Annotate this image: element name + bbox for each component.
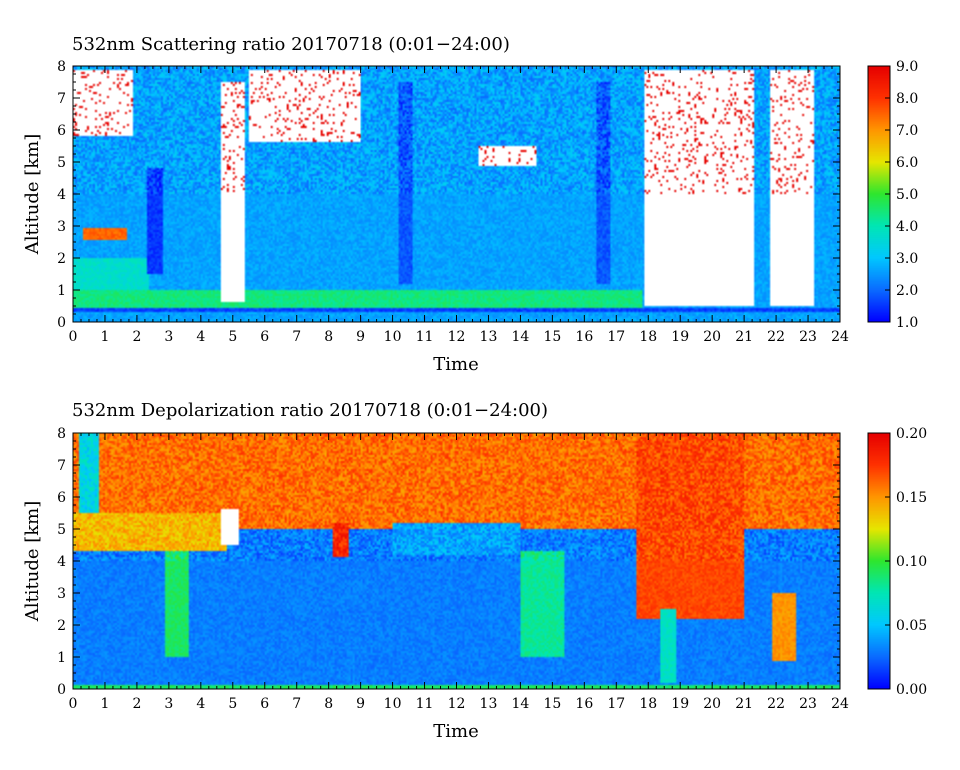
colorbar-tick-label: 1.0 [896,315,918,331]
x-tick-label: 23 [799,329,817,345]
x-tick-label: 7 [292,329,301,345]
x-tick-label: 21 [735,696,753,712]
colorbar-tick-label: 0.20 [896,426,927,442]
depolarization-heatmap [73,433,840,689]
depolarization-x-axis-label: Time [433,721,478,742]
x-tick-label: 21 [735,329,753,345]
scattering-ratio-panel: 532nm Scattering ratio 20170718 (0:01−24… [22,34,918,375]
x-tick-label: 20 [703,696,721,712]
x-tick-label: 9 [356,696,365,712]
y-tick-label: 8 [57,59,66,75]
x-tick-label: 9 [356,329,365,345]
y-tick-label: 3 [57,219,66,235]
x-tick-label: 18 [639,329,657,345]
scattering-x-axis-label: Time [433,354,478,375]
x-tick-label: 15 [543,329,561,345]
y-tick-label: 7 [57,91,66,107]
x-tick-label: 18 [639,696,657,712]
colorbar-tick-label: 2.0 [896,283,918,299]
x-tick-label: 20 [703,329,721,345]
x-tick-label: 22 [767,329,785,345]
scattering-heatmap [73,66,840,322]
y-tick-label: 0 [57,315,66,331]
x-tick-label: 23 [799,696,817,712]
x-tick-label: 17 [607,329,625,345]
x-tick-label: 7 [292,696,301,712]
x-tick-label: 8 [324,329,333,345]
y-tick-label: 8 [57,426,66,442]
x-tick-label: 0 [69,329,78,345]
colorbar-tick-label: 3.0 [896,251,918,267]
y-tick-label: 7 [57,458,66,474]
y-tick-label: 1 [57,650,66,666]
x-tick-label: 4 [196,696,205,712]
x-tick-label: 4 [196,329,205,345]
x-tick-label: 5 [228,696,237,712]
colorbar-tick-label: 0.10 [896,554,927,570]
y-tick-label: 1 [57,283,66,299]
scattering-y-axis-label: Altitude [km] [22,134,43,256]
y-tick-label: 6 [57,123,66,139]
x-tick-label: 1 [100,696,109,712]
y-tick-label: 6 [57,490,66,506]
depolarization-axes: 0 1 2 3 4 5 6 7 8 9 10 11 12 13 14 15 16 17 18 19 20 21 22 23 24… [57,426,849,712]
x-tick-label: 3 [164,696,173,712]
y-tick-label: 2 [57,251,66,267]
x-tick-label: 10 [384,696,402,712]
y-tick-label: 3 [57,586,66,602]
x-tick-label: 2 [132,696,141,712]
x-tick-label: 13 [480,696,498,712]
colorbar-tick-label: 8.0 [896,91,918,107]
x-tick-label: 19 [671,696,689,712]
x-tick-label: 11 [416,329,434,345]
y-tick-label: 5 [57,522,66,538]
depolarization-y-axis-label: Altitude [km] [22,501,43,623]
y-tick-label: 5 [57,155,66,171]
colorbar-tick-label: 6.0 [896,155,918,171]
x-tick-label: 13 [480,329,498,345]
x-tick-label: 12 [448,329,466,345]
y-tick-label: 4 [57,554,66,570]
x-tick-label: 1 [100,329,109,345]
x-tick-label: 16 [575,329,593,345]
colorbar-tick-label: 5.0 [896,187,918,203]
colorbar-tick-label: 9.0 [896,59,918,75]
x-tick-label: 24 [831,696,849,712]
depolarization-ratio-panel: 532nm Depolarization ratio 20170718 (0:0… [22,400,927,742]
x-tick-label: 15 [543,696,561,712]
scattering-axes: 0 1 2 3 4 5 6 7 8 9 10 11 12 13 14 15 16 17 18 19 20 21 22 23 24… [57,59,849,345]
colorbar-tick-label: 7.0 [896,123,918,139]
x-tick-label: 24 [831,329,849,345]
colorbar-tick-label: 0.15 [896,490,927,506]
x-tick-label: 16 [575,696,593,712]
x-tick-label: 2 [132,329,141,345]
x-tick-label: 6 [260,696,269,712]
x-tick-label: 3 [164,329,173,345]
x-tick-label: 5 [228,329,237,345]
x-tick-label: 14 [512,696,530,712]
x-tick-label: 10 [384,329,402,345]
depolarization-title: 532nm Depolarization ratio 20170718 (0:0… [72,400,548,421]
colorbar-tick-label: 0.05 [896,618,927,634]
x-tick-label: 0 [69,696,78,712]
x-tick-label: 17 [607,696,625,712]
x-tick-label: 22 [767,696,785,712]
depolarization-colorbar-ticks: 0.00 0.05 0.10 0.15 0.20 [885,426,927,698]
colorbar-tick-label: 4.0 [896,219,918,235]
x-tick-label: 8 [324,696,333,712]
y-tick-label: 0 [57,682,66,698]
depolarization-colorbar [868,433,890,689]
x-tick-label: 11 [416,696,434,712]
y-tick-label: 2 [57,618,66,634]
x-tick-label: 12 [448,696,466,712]
y-tick-label: 4 [57,187,66,203]
x-tick-label: 6 [260,329,269,345]
scattering-colorbar-ticks: 1.0 2.0 3.0 4.0 5.0 6.0 7.0 8.0 9.0 [885,59,918,331]
scattering-title: 532nm Scattering ratio 20170718 (0:01−24… [72,34,510,55]
colorbar-tick-label: 0.00 [896,682,927,698]
scattering-colorbar [868,66,890,322]
x-tick-label: 14 [512,329,530,345]
x-tick-label: 19 [671,329,689,345]
